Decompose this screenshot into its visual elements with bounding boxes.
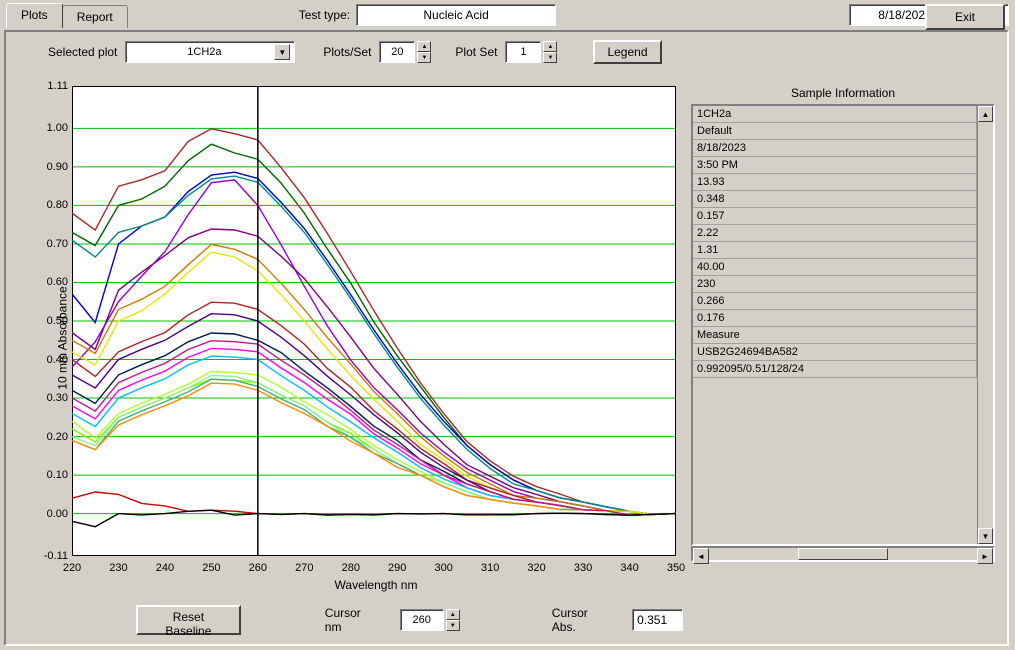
bottom-controls: Reset Baseline Cursor nm 260 ▲▼ Cursor A…: [16, 602, 683, 638]
controls-row: Selected plot 1CH2a ▼ Plots/Set 20 ▲▼ Pl…: [6, 32, 1007, 72]
info-row[interactable]: 2.22: [693, 225, 977, 242]
info-row[interactable]: 0.266: [693, 293, 977, 310]
x-tick-label: 220: [63, 562, 81, 574]
x-tick-label: 310: [481, 562, 499, 574]
y-tick-label: 0.80: [38, 199, 68, 211]
x-axis-label: Wavelength nm: [335, 578, 418, 592]
info-row[interactable]: 40.00: [693, 259, 977, 276]
cursor-nm-spinner[interactable]: 260 ▲▼: [400, 609, 460, 631]
scroll-up-icon[interactable]: ▲: [978, 106, 993, 122]
spinner-up-icon[interactable]: ▲: [446, 609, 460, 620]
selected-plot-value: 1CH2a: [134, 46, 274, 58]
tabs: Plots Report: [6, 2, 127, 28]
y-tick-label: 0.10: [38, 469, 68, 481]
y-tick-label: 0.90: [38, 161, 68, 173]
info-row[interactable]: USB2G24694BA582: [693, 344, 977, 361]
selected-plot-dropdown[interactable]: 1CH2a ▼: [125, 41, 295, 63]
x-tick-label: 260: [249, 562, 267, 574]
info-row[interactable]: 1.31: [693, 242, 977, 259]
main-panel: Selected plot 1CH2a ▼ Plots/Set 20 ▲▼ Pl…: [4, 30, 1009, 646]
y-tick-label: 0.30: [38, 392, 68, 404]
x-tick-label: 280: [342, 562, 360, 574]
y-tick-label: 0.00: [38, 508, 68, 520]
y-tick-label: 0.40: [38, 354, 68, 366]
tab-plots[interactable]: Plots: [6, 3, 63, 28]
y-axis-label: 10 mm Absorbance: [56, 286, 70, 389]
info-row[interactable]: 3:50 PM: [693, 157, 977, 174]
y-tick-label: 0.70: [38, 238, 68, 250]
plots-per-set-spinner[interactable]: 20 ▲▼: [379, 41, 431, 63]
sample-info-title: Sample Information: [691, 82, 995, 104]
vertical-scrollbar[interactable]: ▲ ▼: [977, 106, 993, 544]
x-tick-label: 340: [620, 562, 638, 574]
info-row[interactable]: 8/18/2023: [693, 140, 977, 157]
x-tick-label: 290: [388, 562, 406, 574]
info-row[interactable]: 13.93: [693, 174, 977, 191]
selected-plot-label: Selected plot: [48, 45, 117, 59]
cursor-nm-label: Cursor nm: [325, 606, 370, 634]
plot-set-label: Plot Set: [455, 45, 497, 59]
test-type-label: Test type:: [299, 8, 350, 22]
x-tick-label: 270: [295, 562, 313, 574]
scroll-down-icon[interactable]: ▼: [978, 528, 993, 544]
sample-info-list: 1CH2aDefault8/18/20233:50 PM 13.93 0.348…: [691, 104, 995, 546]
cursor-nm-value[interactable]: 260: [400, 609, 444, 631]
x-tick-label: 320: [527, 562, 545, 574]
y-tick-label: 1.00: [38, 122, 68, 134]
horizontal-scrollbar[interactable]: ◄ ►: [691, 546, 995, 562]
spinner-down-icon[interactable]: ▼: [446, 620, 460, 631]
legend-button[interactable]: Legend: [593, 40, 661, 64]
info-row[interactable]: 0.157: [693, 208, 977, 225]
cursor-abs-label: Cursor Abs.: [552, 606, 602, 634]
plot-set-value[interactable]: 1: [505, 41, 541, 63]
scroll-right-icon[interactable]: ►: [977, 548, 993, 564]
info-row[interactable]: 0.992095/0.51/128/24: [693, 361, 977, 378]
y-tick-label: 0.20: [38, 431, 68, 443]
exit-button[interactable]: Exit: [925, 4, 1005, 30]
test-type-value: Nucleic Acid: [356, 4, 556, 26]
x-tick-label: 230: [109, 562, 127, 574]
x-tick-label: 250: [202, 562, 220, 574]
info-row[interactable]: 230: [693, 276, 977, 293]
y-tick-label: 0.60: [38, 276, 68, 288]
scroll-left-icon[interactable]: ◄: [693, 548, 709, 564]
spinner-up-icon[interactable]: ▲: [543, 41, 557, 52]
plots-per-set-value[interactable]: 20: [379, 41, 415, 63]
y-tick-label: 1.11: [38, 80, 68, 92]
spinner-down-icon[interactable]: ▼: [417, 52, 431, 63]
info-row[interactable]: Default: [693, 123, 977, 140]
spinner-down-icon[interactable]: ▼: [543, 52, 557, 63]
spinner-up-icon[interactable]: ▲: [417, 41, 431, 52]
reset-baseline-button[interactable]: Reset Baseline: [136, 605, 241, 635]
info-row[interactable]: 0.176: [693, 310, 977, 327]
chevron-down-icon[interactable]: ▼: [274, 44, 290, 60]
y-tick-label: 0.50: [38, 315, 68, 327]
tab-report[interactable]: Report: [62, 5, 128, 28]
info-row[interactable]: Measure: [693, 327, 977, 344]
x-tick-label: 300: [435, 562, 453, 574]
x-tick-label: 240: [156, 562, 174, 574]
y-tick-label: -0.11: [38, 550, 68, 562]
scrollbar-thumb[interactable]: [798, 548, 888, 560]
chart-container: 10 mm Absorbance -0.11 0.00 0.10 0.20 0.30 0.…: [16, 82, 680, 594]
sample-info-panel: Sample Information 1CH2aDefault8/18/2023…: [691, 82, 995, 562]
plot-set-spinner[interactable]: 1 ▲▼: [505, 41, 557, 63]
spectral-chart: [72, 86, 676, 556]
chart-area[interactable]: [72, 86, 676, 556]
cursor-abs-value: 0.351: [632, 609, 683, 631]
info-row[interactable]: 1CH2a: [693, 106, 977, 123]
info-row[interactable]: 0.348: [693, 191, 977, 208]
plots-per-set-label: Plots/Set: [323, 45, 371, 59]
x-tick-label: 330: [574, 562, 592, 574]
x-tick-label: 350: [667, 562, 685, 574]
